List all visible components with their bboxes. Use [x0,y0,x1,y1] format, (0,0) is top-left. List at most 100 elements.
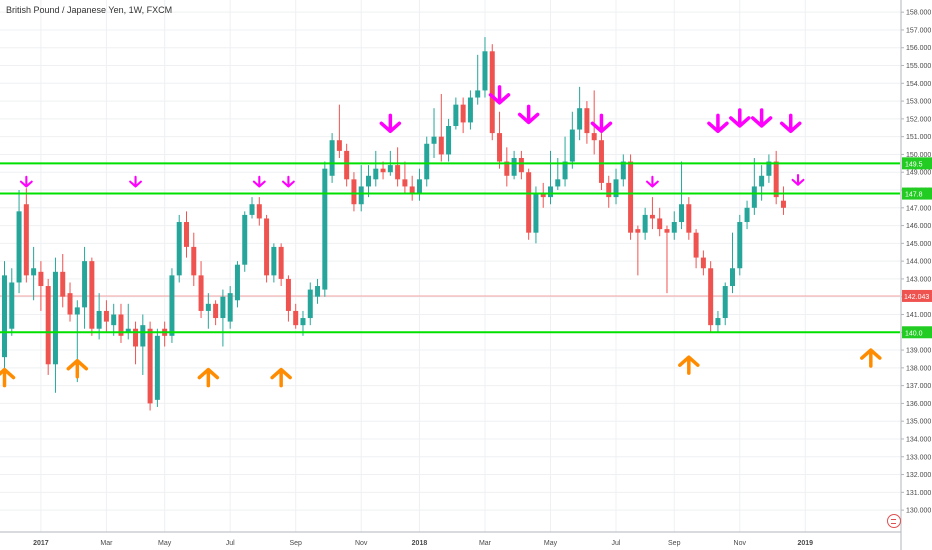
y-tick-label: 146.000 [906,223,931,230]
candle-body [125,328,131,333]
candle-body [497,133,503,162]
candle-body [205,303,211,311]
y-tick-label: 158.000 [906,10,931,17]
current-price-tag [902,289,932,302]
candle-body [533,193,539,233]
candle-body [620,161,626,180]
candle-body [278,246,284,279]
current-price-label: 142.043 [904,294,929,301]
candle-body [744,207,750,223]
candle-body [227,293,233,322]
candle-body [642,214,648,233]
candle-body [74,307,80,315]
level-tag [902,187,932,200]
y-tick-label: 139.000 [906,348,931,355]
candle-body [562,161,568,180]
x-tick-label: Jul [226,540,235,547]
candle-body [548,186,553,198]
candle-body [133,328,139,347]
candle-body [329,140,335,176]
sell-arrow-icon [729,108,751,128]
x-tick-label: Jul [612,540,621,547]
level-tag-label: 140.0 [905,330,923,337]
buy-arrow-icon [270,367,292,388]
x-tick-label: Nov [355,540,368,547]
x-tick-label: 2017 [33,540,49,547]
buy-arrow-icon [860,348,882,368]
sell-arrow-icon [645,175,659,188]
candle-body [285,278,291,311]
candle-body [380,168,386,173]
candle-body [38,271,44,287]
candle-body [45,286,51,365]
candle-body [366,175,371,187]
candle-body [271,246,277,276]
y-tick-label: 134.000 [906,436,931,443]
price-axis-panel [901,0,932,550]
candle-body [598,140,604,183]
candle-body [402,179,408,187]
candle-body [766,161,772,176]
sell-arrow-icon [750,108,773,128]
candle-body [628,161,634,233]
candle-body [256,204,262,219]
candle-body [424,143,430,180]
candle-body [606,182,612,198]
candle-body [773,161,779,198]
candle-body [518,157,524,173]
y-tick-label: 150.000 [906,152,931,159]
buy-arrow-icon [66,358,89,379]
y-tick-label: 137.000 [906,383,931,390]
y-tick-label: 138.000 [906,365,931,372]
candle-body [722,286,728,319]
candle-body [96,310,102,329]
x-tick-label: Mar [479,540,492,547]
candle-body [9,282,15,329]
sell-arrow-icon [707,113,729,134]
candle-body [780,200,786,208]
candle-body [2,275,7,358]
y-tick-label: 152.000 [906,116,931,123]
y-tick-label: 154.000 [906,81,931,88]
x-tick-label: 2018 [412,540,428,547]
candle-body [16,211,22,283]
candle-body [759,175,765,187]
candle-body [613,179,619,198]
candle-body [715,318,721,326]
candle-body [737,222,743,269]
candle-body [671,222,677,233]
y-tick-label: 155.000 [906,63,931,70]
candle-body [679,204,685,223]
candle-body [708,268,714,326]
level-tag-label: 149.5 [905,161,923,168]
x-tick-label: Sep [668,540,681,547]
candle-body [89,261,95,329]
candle-body [198,275,204,311]
sell-arrow-icon [488,85,511,105]
buy-arrow-icon [197,367,220,388]
logo-icon [887,514,901,528]
candle-body [482,51,488,91]
sell-arrow-icon [791,174,805,186]
candle-body [300,318,306,326]
candle-body [154,335,160,400]
candle-body [264,218,270,276]
candle-body [336,140,342,151]
candle-body [315,286,321,297]
y-tick-label: 151.000 [906,134,931,141]
candle-body [184,222,189,247]
candle-body [118,314,124,336]
candle-body [60,271,66,297]
y-tick-label: 156.000 [906,45,931,52]
candle-body [475,90,481,98]
x-tick-label: May [158,540,172,547]
candle-body [176,222,182,276]
buy-arrow-icon [0,367,16,388]
x-tick-label: Nov [734,540,747,547]
candle-body [431,136,437,144]
candle-body [344,150,350,180]
y-tick-label: 135.000 [906,419,931,426]
y-tick-label: 131.000 [906,490,931,497]
